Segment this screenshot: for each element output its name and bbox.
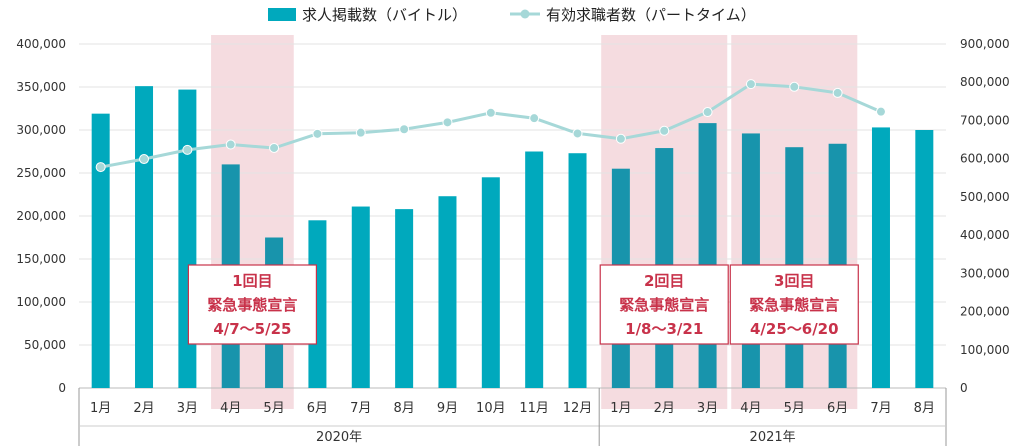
- category-label: 5月: [263, 401, 284, 416]
- category-label: 6月: [307, 401, 328, 416]
- right-tick-label: 500,000: [960, 190, 1010, 204]
- legend-marker-line: [520, 9, 530, 19]
- category-label: 6月: [827, 401, 848, 416]
- right-tick-label: 0: [960, 381, 968, 395]
- category-label: 1月: [90, 401, 111, 416]
- left-tick-label: 350,000: [16, 80, 66, 94]
- emergency-annotation-line: 緊急事態宣言: [619, 296, 709, 314]
- emergency-annotation-box-2: [599, 264, 729, 345]
- category-label: 10月: [476, 401, 506, 416]
- legend-label-line: 有効求職者数（パートタイム）: [546, 6, 756, 24]
- bar-2: [135, 86, 154, 388]
- bar-15: [698, 123, 717, 389]
- bar-16: [741, 133, 760, 388]
- line-point-4: [225, 139, 236, 150]
- right-tick-label: 900,000: [960, 37, 1010, 51]
- line-point-6: [312, 128, 323, 139]
- year-label: 2021年: [750, 430, 796, 445]
- right-tick-label: 800,000: [960, 75, 1010, 89]
- line-series: [95, 79, 886, 173]
- emergency-annotation-box-1: [187, 264, 317, 345]
- line-point-8: [399, 124, 410, 135]
- emergency-annotation-line: 3回目: [774, 272, 814, 290]
- legend-item-line: 有効求職者数（パートタイム）: [510, 6, 756, 24]
- right-tick-label: 600,000: [960, 152, 1010, 166]
- bar-19: [871, 127, 890, 389]
- bar-6: [308, 220, 327, 388]
- emergency-annotation-box-3: [729, 264, 859, 345]
- bar-1: [91, 113, 110, 388]
- legend-swatch-bars: [268, 8, 296, 21]
- line-point-1: [95, 162, 106, 173]
- line-point-15: [702, 107, 713, 118]
- line-point-9: [442, 117, 453, 128]
- line-point-13: [615, 133, 626, 144]
- emergency-annotation-line: 緊急事態宣言: [749, 296, 839, 314]
- right-tick-label: 400,000: [960, 228, 1010, 242]
- legend-label-bars: 求人掲載数（バイトル）: [302, 6, 467, 24]
- category-label: 5月: [784, 401, 805, 416]
- left-tick-label: 200,000: [16, 209, 66, 223]
- category-label: 2月: [133, 401, 154, 416]
- left-tick-label: 300,000: [16, 123, 66, 137]
- category-label: 1月: [610, 401, 631, 416]
- year-label: 2020年: [316, 430, 362, 445]
- category-label: 4月: [740, 401, 761, 416]
- emergency-annotation-line: 4/25～6/20: [750, 320, 839, 338]
- left-tick-label: 150,000: [16, 252, 66, 266]
- bar-20: [915, 130, 934, 388]
- right-tick-label: 300,000: [960, 266, 1010, 280]
- emergency-annotation-line: 2回目: [644, 272, 684, 290]
- right-tick-label: 200,000: [960, 305, 1010, 319]
- category-label: 2月: [654, 401, 675, 416]
- left-tick-label: 250,000: [16, 166, 66, 180]
- legend: 求人掲載数（バイトル） 有効求職者数（パートタイム）: [268, 6, 756, 24]
- axes: 0 50,000 100,000 150,000 200,000 250,000 300,0…: [16, 37, 1010, 446]
- line-point-19: [875, 106, 886, 117]
- right-tick-label: 100,000: [960, 343, 1010, 357]
- category-label: 12月: [563, 401, 593, 416]
- emergency-annotation-line: 緊急事態宣言: [207, 296, 297, 314]
- line-point-17: [789, 81, 800, 92]
- bar-9: [438, 196, 457, 388]
- emergency-annotation-line: 1回目: [232, 272, 272, 290]
- category-label: 8月: [914, 401, 935, 416]
- bar-11: [525, 151, 544, 388]
- category-label: 11月: [519, 401, 549, 416]
- line-point-18: [832, 87, 843, 98]
- category-label: 3月: [697, 401, 718, 416]
- line-point-7: [355, 127, 366, 138]
- category-label: 7月: [870, 401, 891, 416]
- category-label: 4月: [220, 401, 241, 416]
- bar-12: [568, 153, 587, 388]
- category-label: 8月: [393, 401, 414, 416]
- right-tick-label: 700,000: [960, 113, 1010, 127]
- line-point-10: [485, 107, 496, 118]
- line-point-3: [182, 144, 193, 155]
- category-label: 9月: [437, 401, 458, 416]
- left-tick-label: 400,000: [16, 37, 66, 51]
- left-tick-label: 0: [58, 381, 66, 395]
- left-tick-label: 100,000: [16, 295, 66, 309]
- line-point-2: [139, 154, 150, 165]
- line-point-12: [572, 128, 583, 139]
- emergency-annotation-line: 4/7～5/25: [213, 320, 291, 338]
- category-label: 7月: [350, 401, 371, 416]
- line-point-14: [659, 125, 670, 136]
- bar-8: [395, 209, 414, 388]
- left-tick-label: 50,000: [24, 338, 66, 352]
- line-point-5: [269, 142, 280, 153]
- line-point-16: [745, 79, 756, 90]
- category-label: 3月: [177, 401, 198, 416]
- emergency-annotation-line: 1/8～3/21: [625, 320, 703, 338]
- bar-10: [481, 177, 500, 388]
- line-point-11: [529, 113, 540, 124]
- legend-item-bars: 求人掲載数（バイトル）: [268, 6, 467, 24]
- bar-7: [351, 206, 370, 388]
